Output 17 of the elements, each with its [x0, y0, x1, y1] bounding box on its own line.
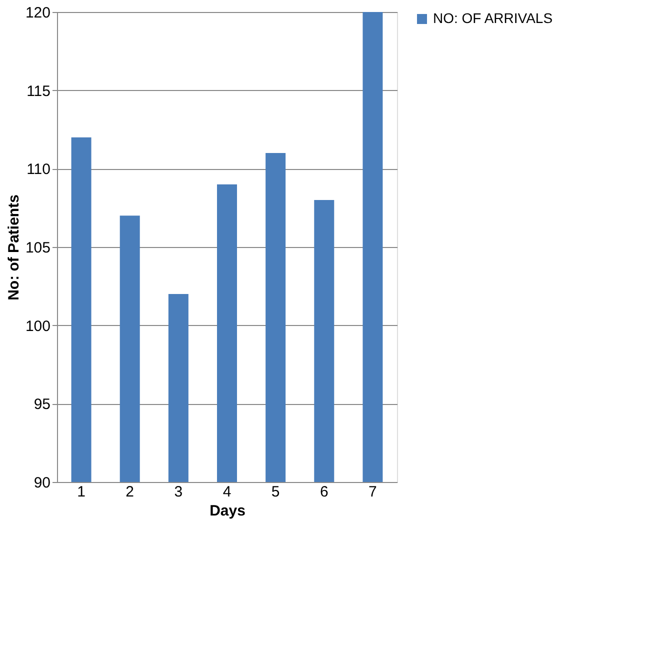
y-axis-title: No: of Patients [5, 194, 22, 300]
y-tick-label: 110 [26, 161, 50, 178]
y-tick-label: 95 [34, 396, 50, 414]
x-tick-label: 5 [271, 484, 280, 500]
x-tick-label: 6 [320, 484, 328, 500]
y-tick-label: 105 [25, 240, 50, 256]
y-tick-label: 100 [25, 318, 50, 335]
x-tick-label: 2 [126, 484, 134, 500]
x-tick-label: 4 [222, 484, 232, 500]
y-tick-label: 115 [26, 82, 50, 100]
legend-label: NO: OF ARRIVALS [433, 10, 553, 26]
y-tick-label: 90 [34, 474, 50, 492]
x-tick-label: 1 [77, 484, 86, 500]
x-axis-title: Days [210, 502, 246, 520]
y-tick-label: 120 [25, 4, 50, 22]
x-tick-label: 7 [368, 484, 377, 500]
x-tick-label: 3 [174, 484, 183, 500]
